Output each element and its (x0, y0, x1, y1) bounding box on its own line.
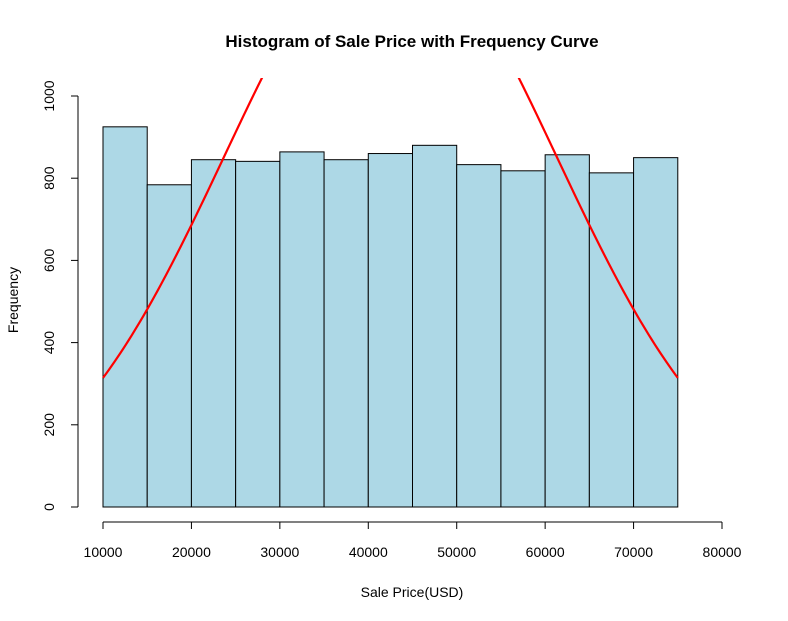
x-tick-label: 10000 (84, 544, 123, 560)
y-tick-label: 0 (41, 503, 57, 511)
frequency-curve (102, 78, 679, 379)
y-axis-label: Frequency (5, 267, 21, 333)
y-tick-label: 600 (41, 249, 57, 273)
histogram-bar (323, 159, 369, 508)
x-tick-label: 20000 (172, 544, 211, 560)
histogram-bar (279, 151, 325, 508)
histogram-bar (588, 172, 635, 508)
histogram-bar (633, 157, 679, 508)
x-axis: 10000 20000 30000 40000 50000 60000 70000 80000 (84, 521, 742, 560)
bars-layer (102, 126, 679, 508)
x-tick-label: 30000 (260, 544, 299, 560)
histogram-bar (412, 144, 458, 508)
x-tick-label: 80000 (703, 544, 742, 560)
x-tick-label: 50000 (437, 544, 476, 560)
x-axis-label: Sale Price(USD) (361, 584, 464, 600)
histogram-bar (190, 159, 237, 508)
x-tick-label: 60000 (526, 544, 565, 560)
histogram-bar (500, 170, 546, 508)
x-tick-label: 70000 (614, 544, 653, 560)
histogram-bar (235, 160, 281, 508)
histogram-bar (544, 154, 590, 508)
histogram-bar (456, 164, 502, 508)
y-tick-label: 800 (41, 166, 57, 190)
histogram-bar (102, 126, 148, 508)
y-tick-label: 200 (41, 413, 57, 437)
y-tick-label: 1000 (41, 80, 57, 111)
histogram-bar (367, 153, 413, 508)
histogram-bar (146, 184, 192, 508)
x-tick-label: 40000 (349, 544, 388, 560)
y-axis: 0 200 400 600 800 1000 (41, 80, 79, 511)
curve-layer (102, 78, 679, 379)
chart-title: Histogram of Sale Price with Frequency C… (225, 32, 598, 51)
y-tick-label: 400 (41, 331, 57, 355)
